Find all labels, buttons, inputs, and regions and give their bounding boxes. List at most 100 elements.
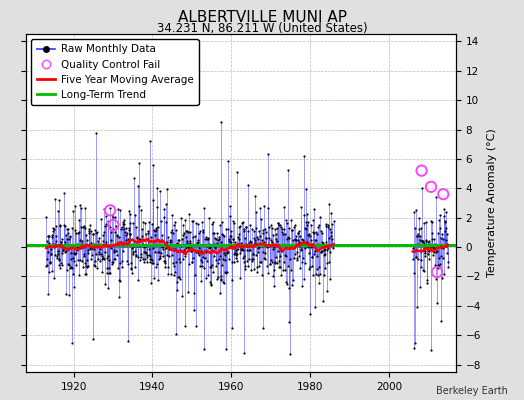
Point [127,265,136,272]
Point [248,250,257,257]
Point [165,253,173,259]
Point [417,224,425,231]
Point [430,236,438,242]
Point [90,262,98,268]
Point [187,247,195,254]
Point [74,230,82,236]
Point [285,318,293,325]
Point [76,257,84,264]
Point [240,228,248,234]
Point [52,222,60,229]
Point [312,271,320,278]
Point [305,263,314,270]
Point [427,218,435,224]
Point [243,247,252,253]
Point [193,248,201,254]
Point [140,256,149,262]
Point [208,246,216,253]
Point [124,224,133,231]
Point [324,245,332,252]
Point [268,238,276,245]
Point [198,219,206,226]
Point [232,252,240,258]
Point [140,244,148,250]
Point [187,248,195,254]
Point [177,243,185,250]
Point [289,243,298,250]
Point [282,281,291,288]
Point [437,318,445,324]
Point [246,247,254,253]
Point [245,240,253,246]
Text: ALBERTVILLE MUNI AP: ALBERTVILLE MUNI AP [178,10,346,25]
Point [65,236,73,242]
Point [427,184,435,190]
Point [181,252,189,259]
Point [82,271,90,278]
Point [116,278,125,284]
Point [125,208,134,214]
Point [206,244,214,250]
Point [434,255,443,261]
Point [99,232,107,238]
Point [328,221,336,228]
Point [201,255,209,261]
Point [435,263,443,270]
Point [443,250,451,256]
Point [205,241,213,247]
Point [94,235,103,242]
Point [295,239,303,245]
Point [121,229,129,236]
Point [96,251,105,258]
Point [433,269,441,275]
Point [412,207,420,213]
Point [420,243,429,249]
Point [320,247,328,254]
Point [293,256,302,263]
Point [138,237,146,243]
Point [112,248,121,254]
Point [165,243,173,249]
Point [224,157,233,164]
Point [130,238,139,244]
Point [204,234,212,241]
Point [439,191,447,197]
Point [442,237,451,243]
Point [276,264,284,270]
Point [123,242,131,248]
Point [278,248,287,255]
Point [315,264,324,271]
Point [172,259,181,265]
Point [157,218,165,224]
Point [181,234,190,240]
Point [85,244,94,251]
Point [418,185,426,191]
Point [256,205,264,211]
Point [63,260,72,267]
Point [114,206,122,212]
Point [127,265,135,272]
Point [208,262,216,268]
Point [176,247,184,254]
Point [146,256,155,262]
Point [179,232,187,238]
Point [302,226,310,232]
Point [188,259,196,266]
Point [190,232,199,239]
Point [173,240,181,246]
Point [252,224,260,231]
Point [246,222,255,229]
Point [324,222,332,228]
Point [122,231,130,238]
Point [88,252,96,258]
Point [156,255,165,261]
Point [73,257,82,263]
Point [244,182,252,188]
Point [83,264,91,270]
Point [326,233,335,239]
Point [299,255,307,262]
Point [243,258,252,264]
Point [272,231,280,237]
Point [136,257,144,264]
Point [154,248,162,255]
